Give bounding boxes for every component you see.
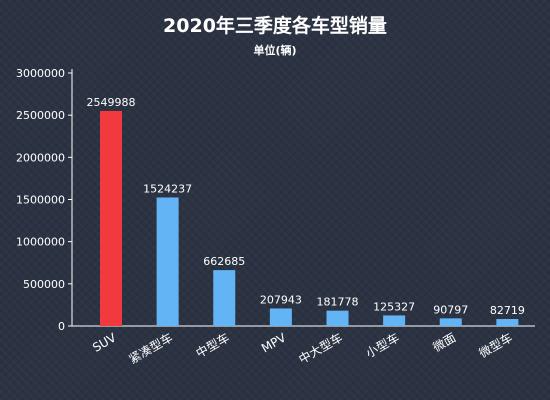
x-tick-label: 中大型车 xyxy=(296,330,345,367)
x-tick-label: 中型车 xyxy=(193,330,232,361)
bar xyxy=(100,110,122,326)
bar xyxy=(496,319,519,326)
bar xyxy=(439,318,462,326)
y-tick-label: 1000000 xyxy=(16,236,65,249)
y-tick-label: 0 xyxy=(58,320,65,333)
x-tick-label: 微型车 xyxy=(476,330,515,361)
y-tick-label: 500000 xyxy=(23,278,65,291)
axes: 0 500000 1000000 1500000 2000000 2500000 30000… xyxy=(16,67,535,333)
data-label: 662685 xyxy=(203,255,245,268)
data-label: 90797 xyxy=(433,303,468,316)
data-label: 2549988 xyxy=(87,96,136,109)
x-tick-label: 紧凑型车 xyxy=(126,330,175,367)
data-label: 207943 xyxy=(260,293,302,306)
data-label: 125327 xyxy=(373,300,415,313)
x-tick-label: 微面 xyxy=(430,330,458,354)
bar xyxy=(383,315,406,326)
bar xyxy=(213,270,236,326)
bar xyxy=(326,310,349,326)
y-tick-label: 2500000 xyxy=(16,109,65,122)
data-label: 82719 xyxy=(490,304,525,317)
data-label: 1524237 xyxy=(143,182,192,195)
x-tick-label: MPV xyxy=(259,330,289,355)
chart-subtitle: 单位(辆) xyxy=(253,43,296,57)
y-tick-label: 2000000 xyxy=(16,151,65,164)
bar xyxy=(156,197,179,326)
chart-title: 2020年三季度各车型销量 xyxy=(163,14,387,37)
y-tick-label: 1500000 xyxy=(16,194,65,207)
x-tick-label: 小型车 xyxy=(363,330,402,361)
x-tick-label: SUV xyxy=(90,330,119,355)
bar xyxy=(269,308,292,326)
data-label: 181778 xyxy=(317,296,359,309)
y-tick-label: 3000000 xyxy=(16,67,65,80)
